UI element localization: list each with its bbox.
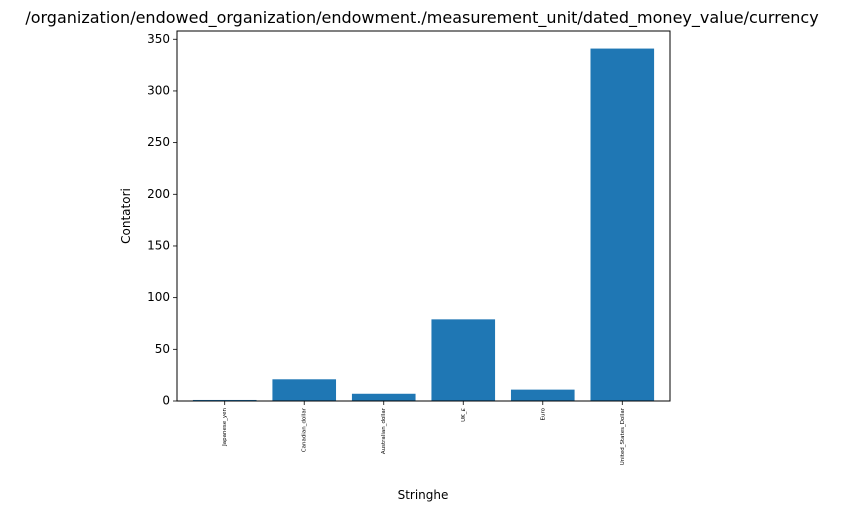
bars-group xyxy=(192,48,655,402)
y-tick-label: 50 xyxy=(155,342,170,356)
bar-2 xyxy=(351,393,416,401)
chart-title: /organization/endowed_organization/endow… xyxy=(25,8,818,28)
y-axis-label: Contatori xyxy=(119,188,133,244)
x-tick-label: Euro xyxy=(540,407,546,420)
y-tick-label: 150 xyxy=(147,238,170,252)
x-axis-ticks: Japanese_yen Canadian_dollar Australian_do… xyxy=(222,401,626,465)
bar-1 xyxy=(272,379,337,401)
bar-3 xyxy=(431,319,496,401)
y-tick-label: 100 xyxy=(147,290,170,304)
plot-frame xyxy=(176,30,671,402)
x-tick-label: Japanese_yen xyxy=(222,407,228,446)
bar-5 xyxy=(590,48,655,402)
y-tick-label: 300 xyxy=(147,83,170,97)
y-axis-ticks: 0 50 100 150 200 250 300 350 xyxy=(147,32,177,408)
y-tick-label: 0 xyxy=(162,394,170,408)
x-tick-label: Canadian_dollar xyxy=(302,407,308,452)
x-tick-label: United_States_Dollar xyxy=(620,407,626,465)
bar-0 xyxy=(192,399,257,401)
y-tick-label: 200 xyxy=(147,187,170,201)
x-axis-label: Stringhe xyxy=(398,488,449,502)
y-tick-label: 350 xyxy=(147,32,170,46)
x-tick-label: UK_£ xyxy=(461,408,467,422)
bar-4 xyxy=(510,389,575,401)
x-tick-label: Australian_dollar xyxy=(381,407,387,454)
y-tick-label: 250 xyxy=(147,135,170,149)
